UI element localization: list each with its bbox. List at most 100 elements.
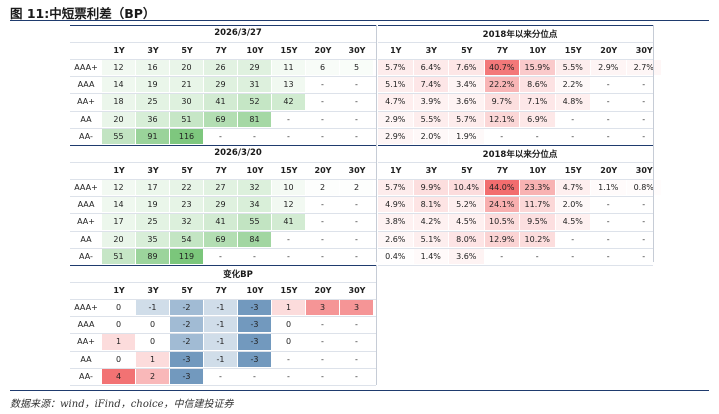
spread-cell: - <box>287 114 290 124</box>
percentile-cell: - <box>535 131 539 141</box>
percentile-cell: 0.8% <box>626 180 661 196</box>
percentile-cell: - <box>500 251 504 261</box>
change-cell: - <box>355 354 358 364</box>
change-cell: 3 <box>306 300 339 316</box>
spread-col-20Y: 20Y <box>314 165 332 175</box>
change-cell: - <box>219 371 222 381</box>
change-cell: - <box>321 320 324 330</box>
change-cell: -3 <box>238 317 271 333</box>
spread-cell: 69 <box>204 111 237 127</box>
row-divider <box>70 367 376 369</box>
spread-cell: 29 <box>204 77 237 93</box>
spread-cell: 41 <box>204 214 237 230</box>
spread-cell: 36 <box>136 111 169 127</box>
spread-cell: 17 <box>136 180 169 196</box>
spread-row-label: AAA <box>77 200 95 210</box>
spread-cell: - <box>355 251 358 261</box>
percentile-cell: - <box>642 131 646 141</box>
spread-col-5Y: 5Y <box>181 45 193 55</box>
spread-cell: 12 <box>272 197 305 213</box>
header-rule <box>70 25 376 26</box>
header-rule <box>70 145 376 146</box>
percentile-cell: 9.5% <box>520 214 555 230</box>
percentile-cell: 4.2% <box>413 214 448 230</box>
change-cell: -3 <box>170 351 203 367</box>
change-cell: - <box>355 337 358 347</box>
change-cell: -1 <box>136 300 169 316</box>
percentile-cell: 6.9% <box>520 111 555 127</box>
spread-row-label: AA- <box>79 251 93 261</box>
percentile-cell: 5.1% <box>413 231 448 247</box>
spread-cell: - <box>321 200 324 210</box>
spread-cell: 30 <box>170 94 203 110</box>
spread-cell: - <box>355 200 358 210</box>
spread-col-30Y: 30Y <box>348 165 366 175</box>
change-cell: - <box>321 371 324 381</box>
percentile-cell: - <box>642 97 646 107</box>
spread-cell: 14 <box>102 197 135 213</box>
percentile-cell: - <box>606 217 610 227</box>
change-separator <box>376 265 377 385</box>
percentile-cell: 3.8% <box>378 214 413 230</box>
percentile-cell: 2.0% <box>413 128 448 144</box>
percentile-col-3Y: 3Y <box>425 165 437 175</box>
spread-row-label: AAA+ <box>74 63 98 73</box>
spread-cell: 69 <box>204 231 237 247</box>
spread-col-10Y: 10Y <box>246 45 264 55</box>
change-col-1Y: 1Y <box>113 285 125 295</box>
spread-col-15Y: 15Y <box>280 165 298 175</box>
percentile-cell: - <box>606 80 610 90</box>
percentile-cell: 5.5% <box>555 60 590 76</box>
percentile-col-5Y: 5Y <box>461 45 473 55</box>
spread-cell: 21 <box>170 77 203 93</box>
spread-row-label: AAA+ <box>74 183 98 193</box>
change-cell: 0 <box>115 303 122 313</box>
change-cell: -3 <box>238 300 271 316</box>
percentile-col-7Y: 7Y <box>496 165 508 175</box>
change-cell: -2 <box>170 317 203 333</box>
percentile-cell: - <box>606 200 610 210</box>
percentile-cell: 1.4% <box>413 248 448 264</box>
title-rule <box>10 20 709 21</box>
percentile-cell: 2.9% <box>378 111 413 127</box>
percentile-cell: 9.9% <box>413 180 448 196</box>
spread-cell: 116 <box>170 128 203 144</box>
percentile-header: 2018年以来分位点 <box>482 30 558 40</box>
percentile-cell: 6.4% <box>413 60 448 76</box>
spread-cell: - <box>321 217 324 227</box>
spread-cell: - <box>219 131 222 141</box>
change-cell: 0 <box>149 337 156 347</box>
spread-row-label: AA <box>80 114 92 124</box>
percentile-cell: 5.7% <box>449 111 484 127</box>
percentile-cell: 15.9% <box>520 60 555 76</box>
row-divider <box>378 247 653 249</box>
change-col-3Y: 3Y <box>147 285 159 295</box>
spread-cell: 5 <box>340 60 373 76</box>
spread-cell: - <box>253 131 256 141</box>
percentile-cell: 11.7% <box>520 197 555 213</box>
row-divider <box>70 350 376 352</box>
row-divider <box>378 213 653 215</box>
percentile-cell: - <box>571 234 575 244</box>
percentile-col-1Y: 1Y <box>390 165 402 175</box>
change-cell: 0 <box>115 320 122 330</box>
row-divider <box>378 110 653 112</box>
percentile-cell: 7.1% <box>520 94 555 110</box>
spread-col-3Y: 3Y <box>147 165 159 175</box>
percentile-cell: 10.2% <box>520 231 555 247</box>
row-divider <box>70 59 376 60</box>
change-col-10Y: 10Y <box>246 285 264 295</box>
spread-col-20Y: 20Y <box>314 45 332 55</box>
percentile-cell: 9.7% <box>484 94 519 110</box>
change-cell: - <box>321 354 324 364</box>
spread-row-label: AA- <box>79 131 93 141</box>
row-divider <box>70 127 376 129</box>
percentile-col-15Y: 15Y <box>564 165 582 175</box>
percentile-cell: 5.2% <box>449 197 484 213</box>
spread-cell: - <box>253 251 256 261</box>
percentile-cell: 4.7% <box>378 94 413 110</box>
change-cell: -1 <box>204 351 237 367</box>
spread-cell: - <box>321 97 324 107</box>
spread-col-1Y: 1Y <box>113 165 125 175</box>
percentile-header: 2018年以来分位点 <box>482 150 558 160</box>
